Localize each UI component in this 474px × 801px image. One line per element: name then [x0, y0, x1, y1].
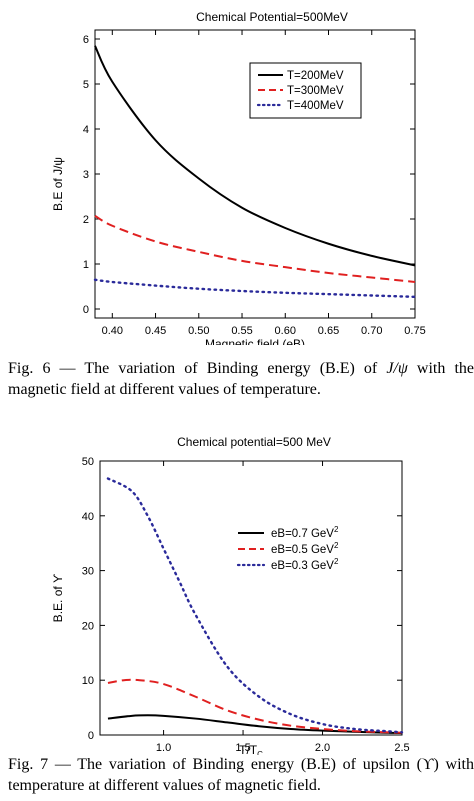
chart2-x-tick-label: 1.0	[156, 742, 171, 754]
figure7-caption-text: Fig. 7 — The variation of Binding energy…	[8, 756, 474, 794]
chart2-y-tick-label: 0	[88, 730, 94, 742]
chart2-axes: 1.0 1.5 2.0 2.5 0 10 20 30 40 50	[82, 456, 410, 754]
chart2-plot-frame	[99, 460, 403, 736]
legend-label-eb05: eB=0.5 GeV2	[271, 541, 339, 556]
chart2-title: Chemical potential=500 MeV	[177, 435, 331, 449]
legend-label-eb03-sup: 2	[334, 557, 339, 566]
figure6-caption-text-end: with the magnetic field at different val…	[8, 360, 474, 398]
chart1-y-tick-label: 0	[83, 304, 89, 316]
chart1-y-tick-label: 2	[83, 214, 89, 226]
chart2-y-tick-label: 50	[82, 456, 94, 468]
figure6-caption: Fig. 6 — The variation of Binding energy…	[8, 358, 474, 400]
chart2-y-tick-label: 30	[82, 566, 94, 578]
chart1-series	[93, 45, 417, 299]
legend-label-eb03-text: eB=0.3 GeV	[271, 560, 334, 572]
chart1-x-tick-label: 0.45	[145, 325, 166, 337]
chart1-y-tick-label: 6	[83, 34, 89, 46]
chart-binding-energy-upsilon: Chemical potential=500 MeV 1.0 1.5 2.0 2.5 0…	[51, 435, 410, 755]
legend-label-eb07-sup: 2	[334, 525, 339, 534]
chart2-y-tick-label: 20	[82, 620, 94, 632]
chart1-x-tick-label: 0.70	[361, 325, 382, 337]
chart2-y-tick-label: 40	[82, 511, 94, 523]
legend-label-eb07: eB=0.7 GeV2	[271, 525, 339, 540]
legend-label-eb05-sup: 2	[334, 541, 339, 550]
chart2-legend: eB=0.7 GeV2 eB=0.5 GeV2 eB=0.3 GeV2	[236, 525, 339, 572]
chart1-series-line-2	[93, 278, 417, 299]
legend-label-t200: T=200MeV	[287, 70, 344, 82]
chart1-x-tick-label: 0.75	[404, 325, 425, 337]
chart1-title: Chemical Potential=500MeV	[196, 10, 348, 24]
chart2-x-label-sub: C	[257, 750, 263, 755]
figure6-caption-text: Fig. 6 — The variation of Binding energy…	[8, 360, 387, 377]
chart2-y-tick-label: 10	[82, 675, 94, 687]
figure7-caption: Fig. 7 — The variation of Binding energy…	[8, 754, 474, 796]
chart2-series	[106, 477, 404, 735]
chart1-y-tick-label: 3	[83, 169, 89, 181]
legend-label-t400: T=400MeV	[287, 100, 344, 112]
chart1-x-tick-label: 0.55	[231, 325, 252, 337]
chart1-axes: 0.40 0.45 0.50 0.55 0.60 0.65 0.70 0.75 0 1 2 3 4 5 6	[83, 30, 426, 337]
chart1-y-tick-label: 1	[83, 259, 89, 271]
chart2-x-tick-label: 2.5	[394, 742, 409, 754]
legend-label-eb03: eB=0.3 GeV2	[271, 557, 339, 572]
legend-label-eb05-text: eB=0.5 GeV	[271, 544, 334, 556]
chart2-series-line-2	[106, 477, 404, 734]
chart2-x-tick-label: 2.0	[315, 742, 330, 754]
chart1-x-tick-label: 0.40	[102, 325, 123, 337]
legend-label-t300: T=300MeV	[287, 85, 344, 97]
chart1-x-tick-label: 0.50	[188, 325, 209, 337]
chart1-legend: T=200MeV T=300MeV T=400MeV	[249, 62, 362, 119]
chart1-x-tick-label: 0.65	[318, 325, 339, 337]
legend-label-eb07-text: eB=0.7 GeV	[271, 528, 334, 540]
chart2-x-tick-label: 1.5	[235, 742, 250, 754]
chart2-x-label: T/TC	[239, 743, 263, 755]
chart1-series-line-1	[94, 214, 416, 283]
chart2-series-line-1	[107, 678, 403, 734]
chart1-y-tick-label: 4	[83, 124, 89, 136]
chart1-x-tick-label: 0.60	[275, 325, 296, 337]
chart2-x-label-text: T/T	[239, 743, 258, 755]
chart-binding-energy-jpsi: Chemical Potential=500MeV 0.40 0.45 0.50 0.…	[51, 10, 426, 345]
chart1-y-label: B.E of J/ψ	[51, 157, 65, 211]
chart2-y-label: B.E. of ϒ	[51, 573, 65, 622]
chart1-series-line-0	[94, 45, 416, 267]
chart1-y-tick-label: 5	[83, 79, 89, 91]
chart1-x-label: Magnetic field (eB)	[205, 337, 305, 345]
figure6-caption-symbol: J/ψ	[386, 360, 408, 377]
chart1-legend-box	[249, 62, 362, 119]
